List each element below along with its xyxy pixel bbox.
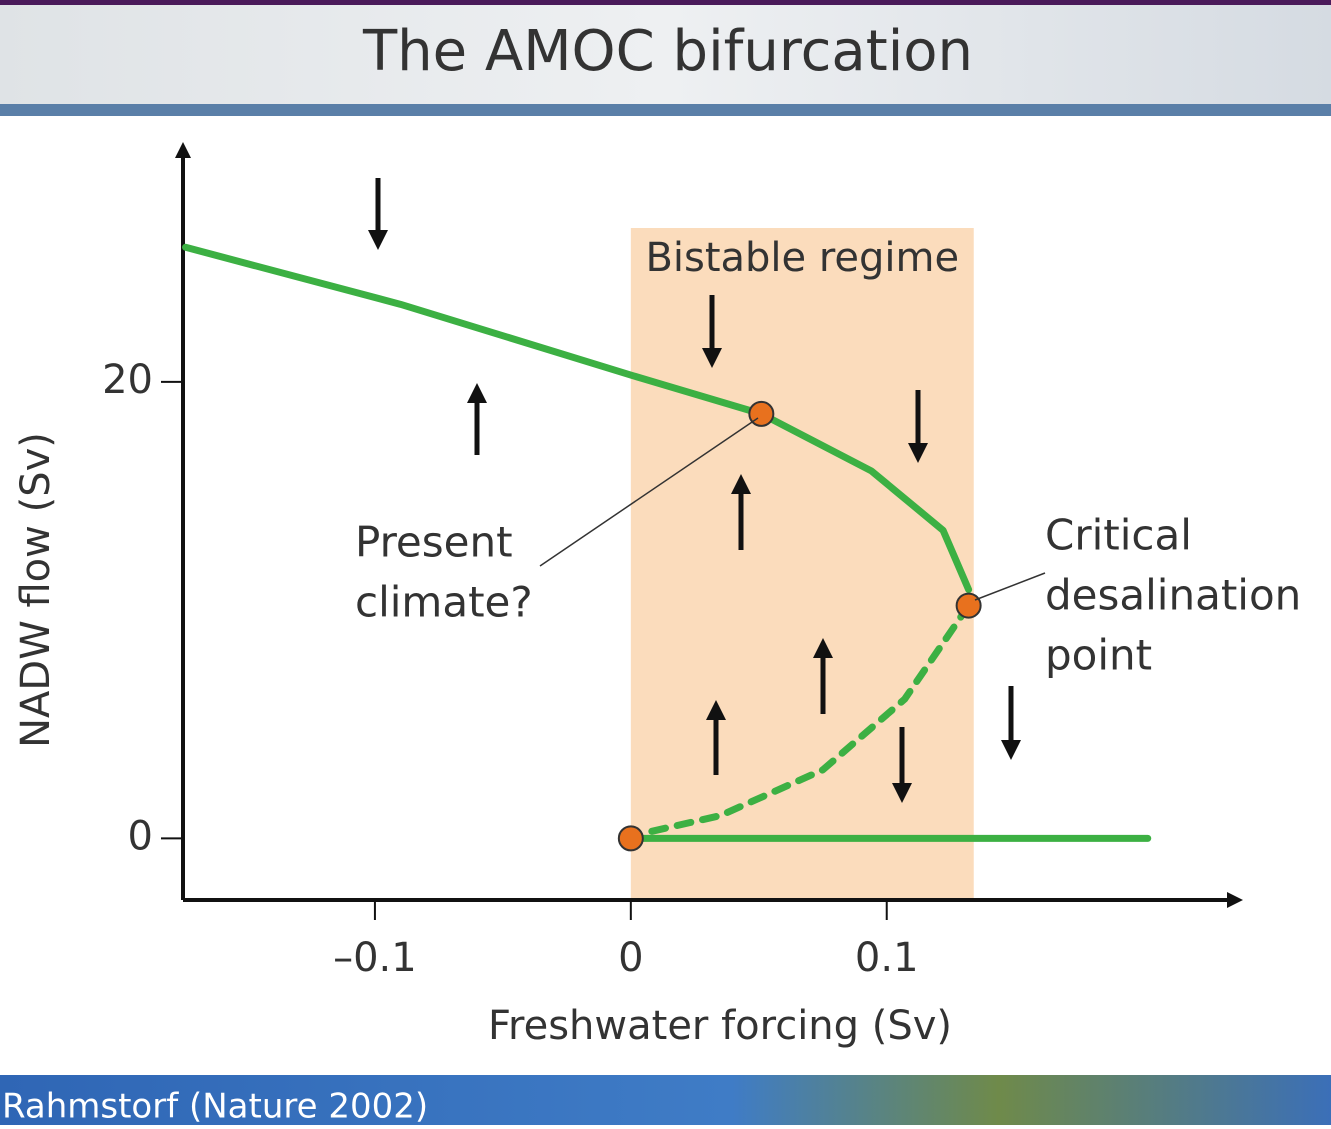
x-axis-label: Freshwater forcing (Sv) <box>488 1003 952 1049</box>
annotation: climate? <box>355 578 533 627</box>
x-tick-label: –0.1 <box>333 935 417 981</box>
footer-text: Rahmstorf (Nature 2002) <box>2 1087 428 1126</box>
slide-title: The AMOC bifurcation <box>362 19 973 84</box>
y-tick-label: 0 <box>128 813 153 859</box>
branch-line <box>637 602 973 838</box>
plot: Bistable regime –0.1 0 0.1 0 20 Freshwater for… <box>13 142 1301 1049</box>
footer-bar <box>0 1075 1331 1125</box>
y-tick-label: 20 <box>102 357 153 403</box>
x-tick-label: 0 <box>618 935 643 981</box>
region-label: Bistable regime <box>645 235 959 281</box>
equilibrium-point <box>617 825 644 852</box>
y-axis-label: NADW flow (Sv) <box>13 432 59 748</box>
top-border <box>0 0 1331 5</box>
annotation: desalination <box>1045 571 1301 620</box>
bistable-region <box>630 228 974 900</box>
equilibrium-point <box>955 592 982 619</box>
axes <box>175 142 1243 908</box>
title-bar-edge <box>0 104 1331 116</box>
annotation: Critical <box>1045 511 1192 560</box>
flow-arrows <box>368 178 1021 803</box>
annotation: Present <box>355 518 513 567</box>
title-bar <box>0 0 1331 115</box>
annotation: point <box>1045 631 1152 680</box>
leader-line <box>539 417 759 567</box>
x-tick-label: 0.1 <box>855 935 919 981</box>
leader-line <box>974 572 1046 601</box>
